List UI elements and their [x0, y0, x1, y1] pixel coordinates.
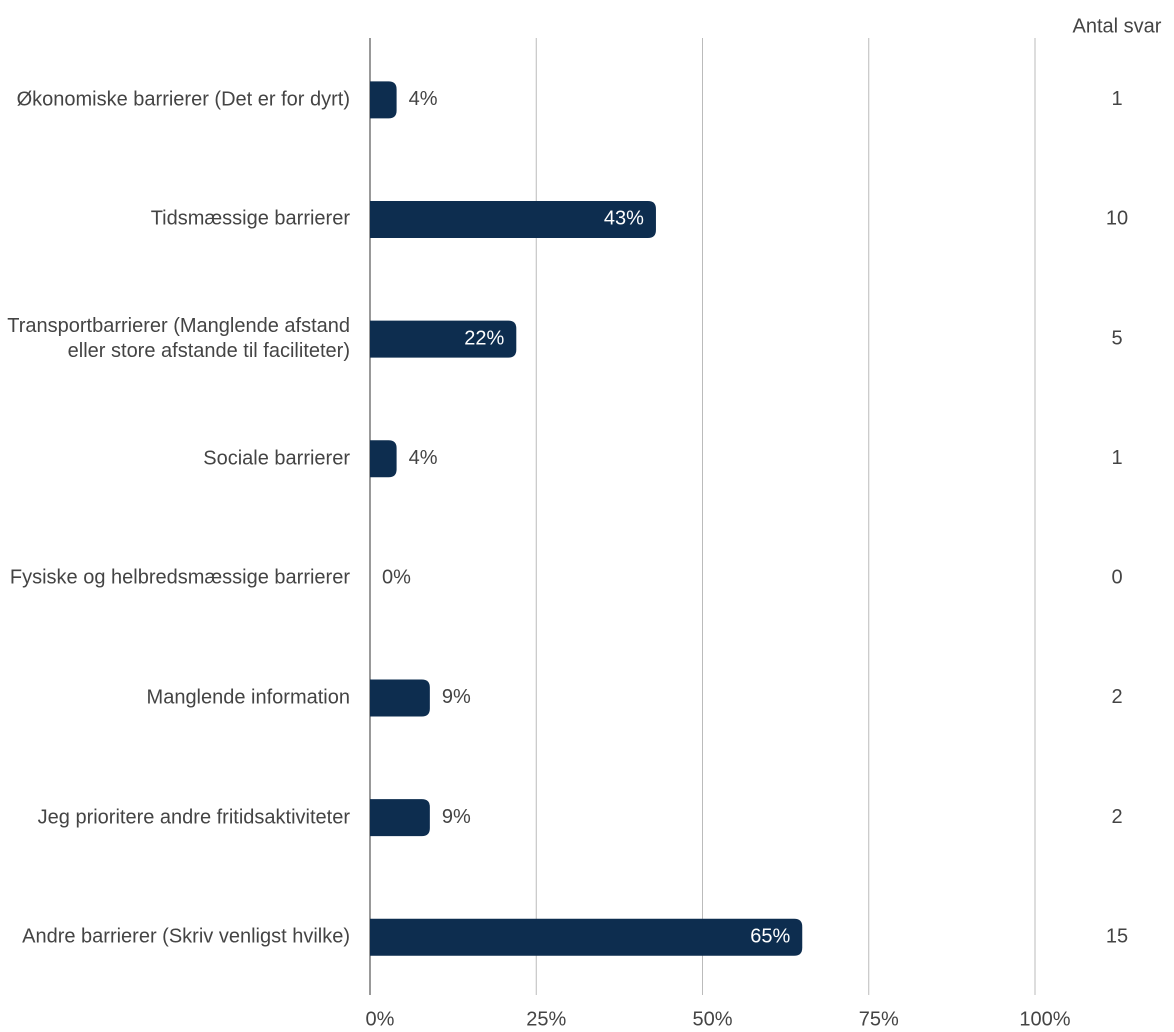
category-label: Andre barrierer (Skriv venligst hvilke)	[22, 925, 350, 948]
value-label: 22%	[464, 327, 504, 349]
category-label: Transportbarrierer (Manglende afstand el…	[7, 315, 350, 363]
count-label: 2	[1111, 686, 1122, 708]
count-label: 0	[1111, 567, 1122, 589]
category-label: Økonomiske barrierer (Det er for dyrt)	[16, 88, 350, 111]
x-tick-label: 50%	[692, 1008, 732, 1030]
value-label: 4%	[409, 447, 438, 469]
count-label: 15	[1106, 925, 1128, 947]
category-label: Fysiske og helbredsmæssige barrierer	[9, 566, 350, 589]
count-label: 1	[1111, 88, 1122, 110]
bar	[370, 81, 397, 119]
category-label: Sociale barrierer	[203, 447, 350, 470]
x-tick-label: 75%	[859, 1008, 899, 1030]
bar	[370, 679, 430, 717]
value-label: 65%	[750, 925, 790, 947]
x-tick-label: 0%	[366, 1008, 395, 1030]
count-label: 10	[1106, 208, 1128, 230]
x-tick-label: 25%	[526, 1008, 566, 1030]
count-label: 1	[1111, 447, 1122, 469]
category-label: Manglende information	[146, 686, 350, 709]
count-label: 2	[1111, 806, 1122, 828]
bar	[370, 320, 517, 358]
bar	[370, 799, 430, 837]
value-label: 4%	[409, 88, 438, 110]
value-label: 9%	[442, 806, 471, 828]
value-label: 0%	[382, 567, 411, 589]
count-label: 5	[1111, 327, 1122, 349]
value-label: 9%	[442, 686, 471, 708]
bar	[370, 440, 397, 478]
value-label: 43%	[604, 208, 644, 230]
category-label: Jeg prioritere andre fritidsaktiviteter	[37, 806, 350, 829]
category-label: Tidsmæssige barrierer	[150, 207, 350, 230]
bar	[370, 200, 656, 238]
bar	[370, 918, 803, 956]
x-tick-label: 100%	[1019, 1008, 1070, 1030]
counts-header: Antal svar	[1073, 15, 1162, 37]
